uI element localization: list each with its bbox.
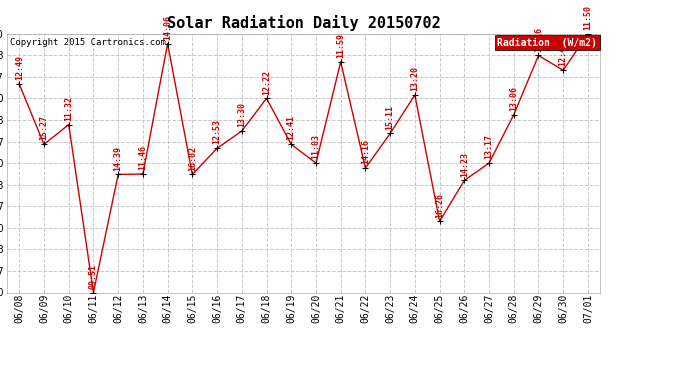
Text: Radiation  (W/m2): Radiation (W/m2) [497, 38, 598, 48]
Text: 09:51: 09:51 [89, 264, 98, 289]
Text: 14:06: 14:06 [163, 15, 172, 40]
Text: 14:39: 14:39 [114, 146, 123, 171]
Text: Copyright 2015 Cartronics.com: Copyright 2015 Cartronics.com [10, 38, 166, 46]
Text: 13:17: 13:17 [484, 134, 493, 159]
Text: 12:48: 12:48 [559, 41, 568, 66]
Text: 16:02: 16:02 [188, 146, 197, 171]
Text: 16:26: 16:26 [435, 192, 444, 217]
Text: 13:30: 13:30 [237, 102, 246, 127]
Text: 11:32: 11:32 [64, 96, 73, 121]
Text: 15:11: 15:11 [386, 105, 395, 130]
Text: 13:16: 13:16 [534, 27, 543, 52]
Text: 12:22: 12:22 [262, 69, 271, 94]
Text: 11:59: 11:59 [336, 33, 345, 58]
Text: 11:46: 11:46 [139, 145, 148, 170]
Text: 12:41: 12:41 [287, 116, 296, 141]
Text: 12:53: 12:53 [213, 119, 221, 144]
Text: 13:06: 13:06 [509, 86, 518, 111]
Text: 15:27: 15:27 [39, 116, 48, 141]
Text: 13:20: 13:20 [411, 66, 420, 91]
Title: Solar Radiation Daily 20150702: Solar Radiation Daily 20150702 [167, 15, 440, 31]
Text: 12:49: 12:49 [14, 55, 23, 80]
Text: 14:23: 14:23 [460, 152, 469, 177]
Text: 11:50: 11:50 [584, 5, 593, 30]
Text: 14:16: 14:16 [361, 139, 370, 164]
Text: 11:03: 11:03 [311, 134, 320, 159]
